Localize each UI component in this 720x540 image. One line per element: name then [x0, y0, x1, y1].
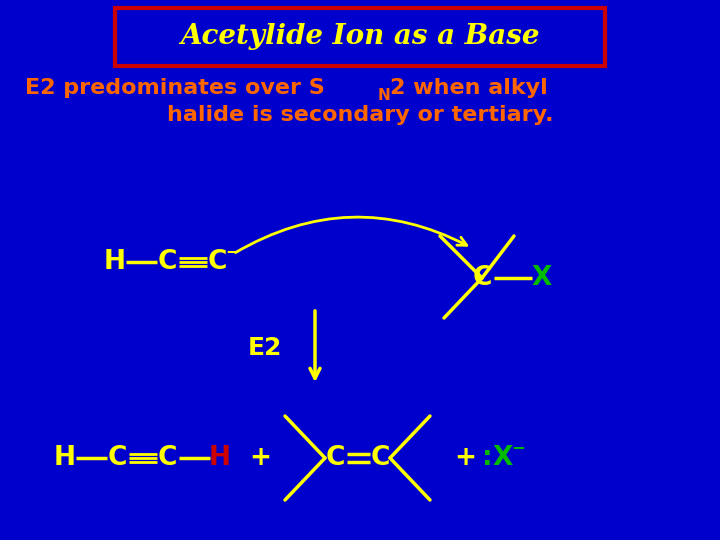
Text: X: X [492, 445, 513, 471]
Text: −: − [511, 438, 525, 456]
Text: N: N [378, 87, 391, 103]
Text: C: C [107, 445, 127, 471]
Text: H: H [54, 445, 76, 471]
Text: C: C [157, 249, 176, 275]
Text: C: C [325, 445, 345, 471]
Text: X: X [532, 265, 552, 291]
Text: C: C [370, 445, 390, 471]
Text: E2: E2 [248, 336, 282, 360]
Text: halide is secondary or tertiary.: halide is secondary or tertiary. [167, 105, 553, 125]
Text: E2 predominates over S: E2 predominates over S [25, 78, 325, 98]
Text: C: C [207, 249, 227, 275]
Text: Acetylide Ion as a Base: Acetylide Ion as a Base [180, 24, 540, 51]
Text: +: + [249, 445, 271, 471]
Text: :: : [482, 445, 492, 471]
Text: +: + [454, 445, 476, 471]
Text: C: C [157, 445, 176, 471]
Text: H: H [104, 249, 126, 275]
Text: H: H [209, 445, 231, 471]
Text: 2 when alkyl: 2 when alkyl [390, 78, 548, 98]
FancyBboxPatch shape [115, 8, 605, 66]
Text: C: C [472, 265, 492, 291]
Text: −: − [225, 242, 239, 260]
